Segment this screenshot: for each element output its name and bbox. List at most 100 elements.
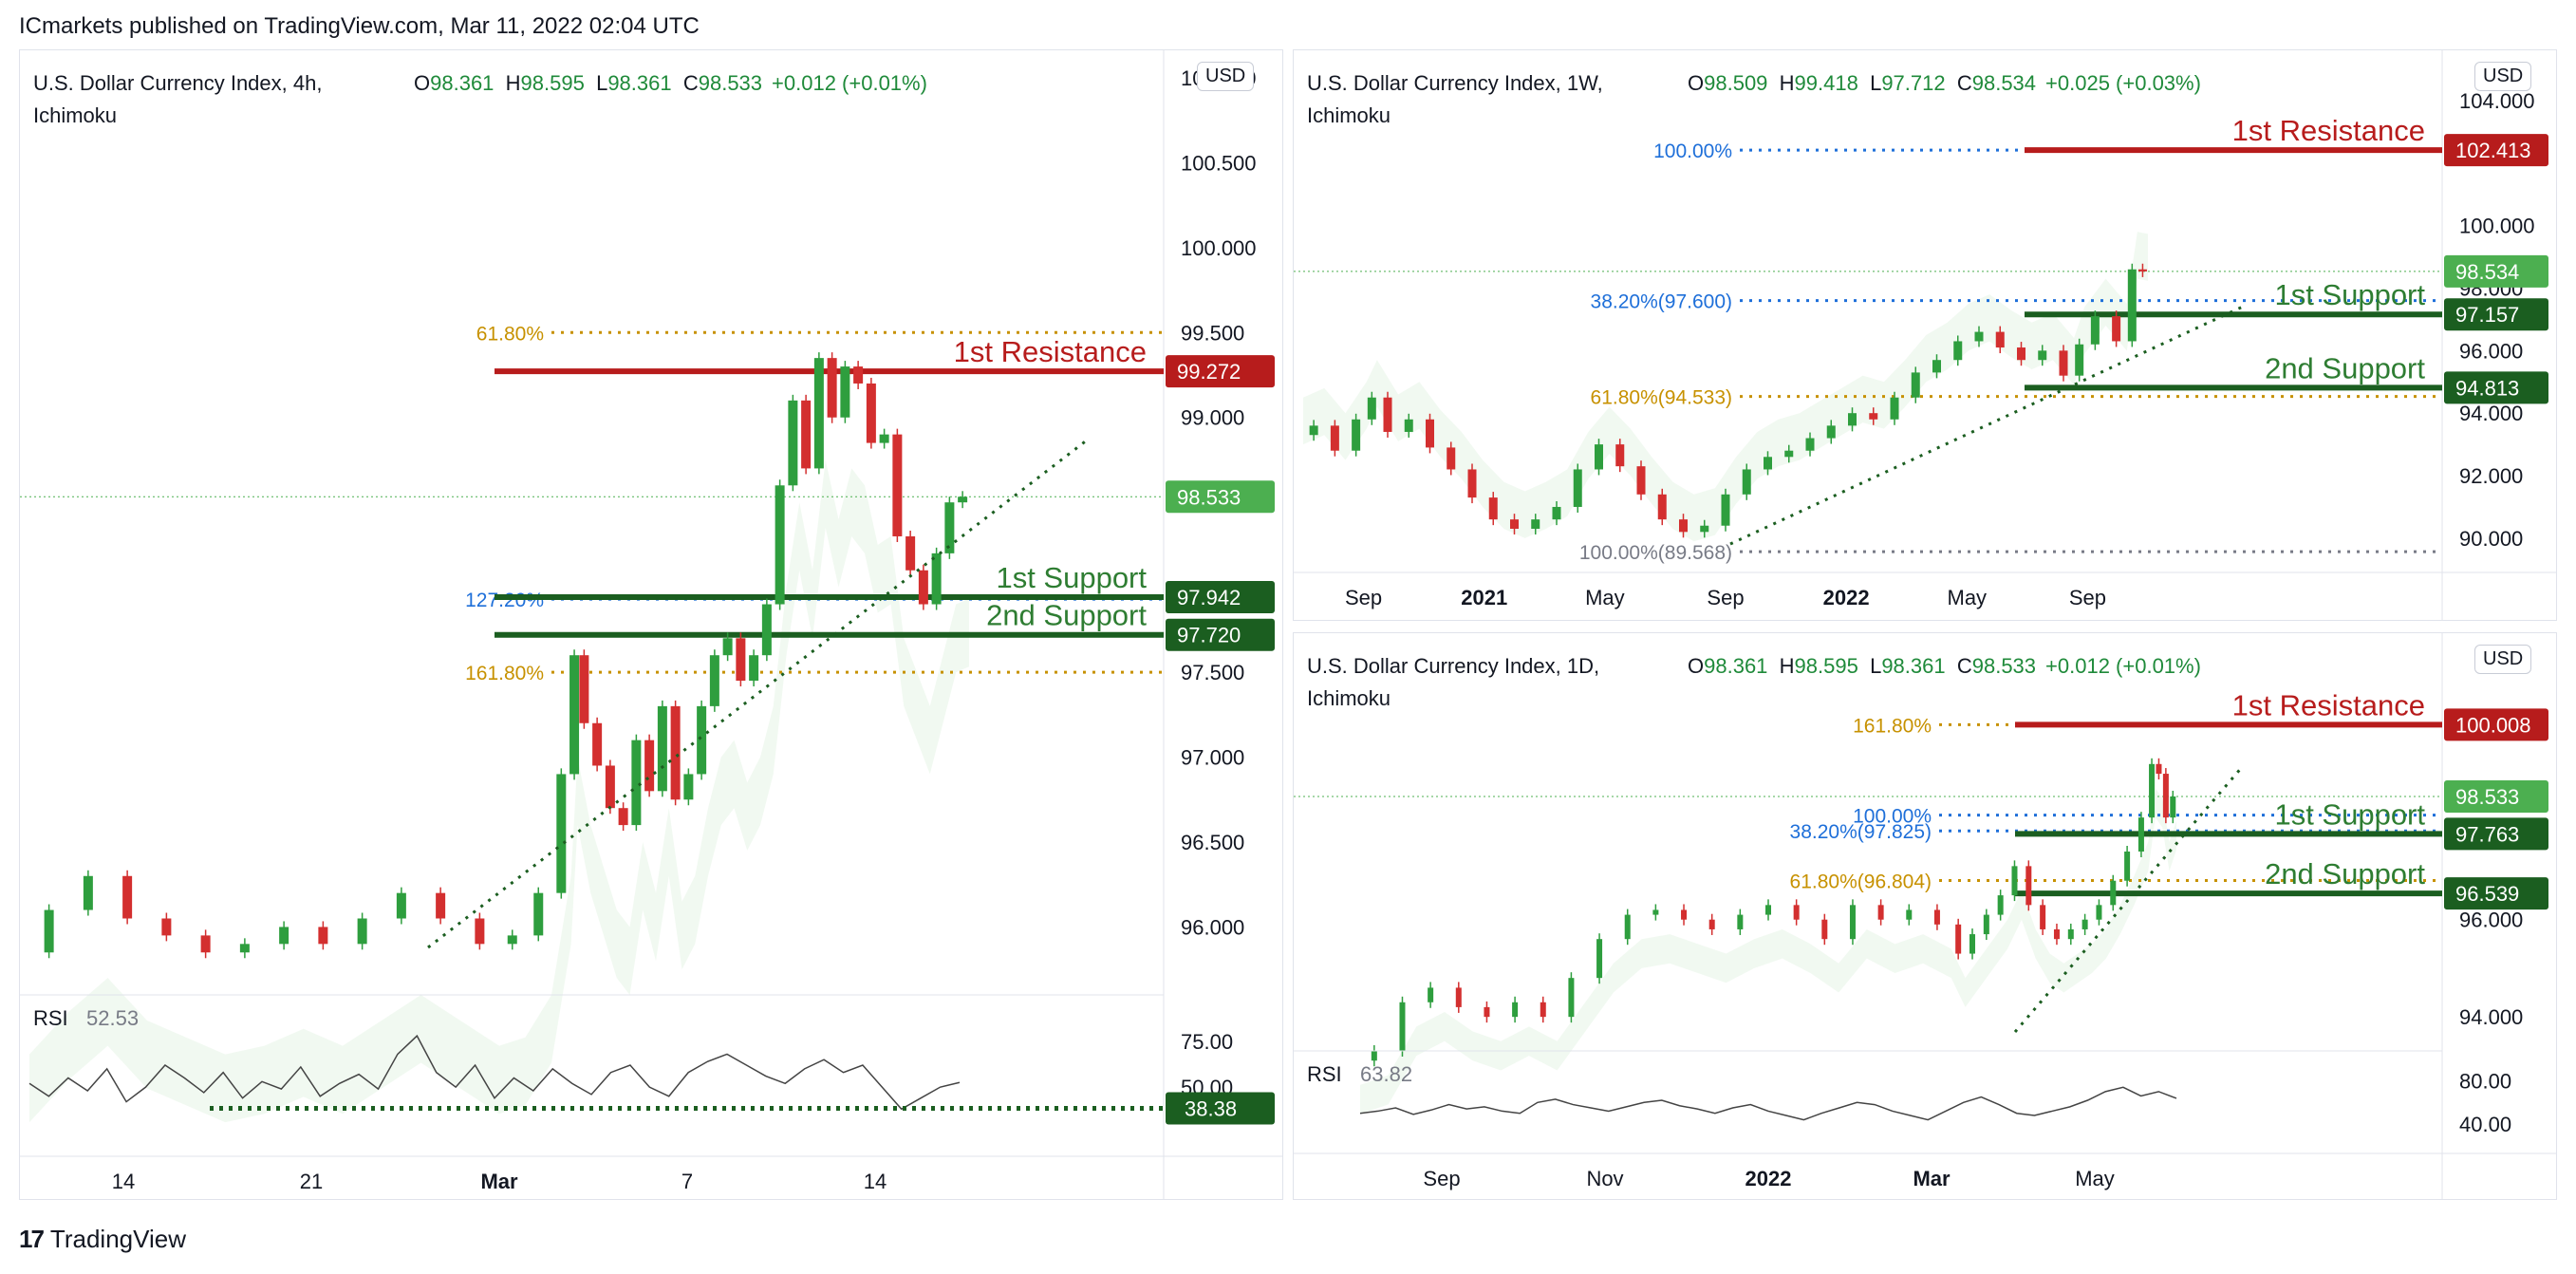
candle-body xyxy=(2011,866,2018,896)
trend-line xyxy=(427,438,1089,949)
candle-body xyxy=(2059,350,2068,376)
candle-body xyxy=(866,383,876,443)
candle-body xyxy=(2162,774,2169,818)
tradingview-logo-icon: 17 xyxy=(19,1225,45,1253)
fib-level-label: 38.20%(97.600) xyxy=(1591,291,1732,313)
rsi-value: 63.82 xyxy=(1360,1062,1412,1086)
candle-body xyxy=(533,892,544,936)
candle-body xyxy=(722,638,733,656)
candle-body xyxy=(1974,331,1984,342)
candle-body xyxy=(1983,914,1989,935)
candle-body xyxy=(2110,880,2117,906)
price-tick-label: 96.000 xyxy=(1181,915,1244,939)
fib-level-label: 161.80% xyxy=(1853,715,1932,737)
chart-panel-4h[interactable]: 101.000100.500100.00099.50099.00097.5009… xyxy=(19,49,1283,1200)
ichimoku-cloud xyxy=(1303,232,2148,542)
candle-body xyxy=(1821,919,1828,940)
time-tick-label: Sep xyxy=(1423,1167,1460,1190)
candle-body xyxy=(1955,924,1962,954)
candle-body xyxy=(1371,1051,1377,1061)
ichimoku-cloud xyxy=(29,459,969,1123)
candle-body xyxy=(2053,928,2060,940)
candle-body xyxy=(1764,457,1772,470)
fib-level-label: 127.20% xyxy=(465,590,544,611)
time-tick-label: 2022 xyxy=(1823,586,1870,609)
chart-canvas-1w[interactable]: 104.000100.00098.00096.00094.00092.00090… xyxy=(1294,50,2556,620)
candle-body xyxy=(200,935,211,953)
fib-level-label: 100.00%(89.568) xyxy=(1579,542,1732,564)
candle-body xyxy=(683,774,694,800)
candle-body xyxy=(2040,905,2046,929)
candle-body xyxy=(761,604,772,656)
candle-body xyxy=(396,892,406,919)
level-badge-label: 94.813 xyxy=(2455,376,2519,400)
candle-body xyxy=(2025,866,2032,906)
candle-body xyxy=(709,655,719,706)
candle-body xyxy=(1997,895,2004,915)
chart-panel-1d[interactable]: 100.00096.00094.000SepNov2022MarMay98.53… xyxy=(1293,632,2557,1200)
chart-canvas-1d[interactable]: 100.00096.00094.000SepNov2022MarMay98.53… xyxy=(1294,633,2556,1199)
level-badge xyxy=(1166,618,1275,651)
level-badge-label: 102.413 xyxy=(2455,139,2531,162)
candle-body xyxy=(788,400,798,486)
price-tick-label: 99.000 xyxy=(1181,406,1244,430)
level-label: 1st Support xyxy=(2274,278,2425,311)
level-label: 2nd Support xyxy=(2265,351,2425,384)
candle-body xyxy=(122,875,133,919)
candle-body xyxy=(161,918,172,936)
chart-panel-1w[interactable]: 104.000 100.000 98.000 96.000 94.000 92.000 90… xyxy=(1293,49,2557,621)
time-tick-label: Mar xyxy=(1913,1167,1951,1190)
time-tick-label: 14 xyxy=(864,1170,887,1193)
candle-body xyxy=(1721,494,1730,526)
currency-button-1w[interactable]: USD xyxy=(2474,62,2532,91)
time-tick-label: Sep xyxy=(1707,586,1744,609)
candle-body xyxy=(2096,905,2102,920)
ohlc-readout-1w: O98.509 H99.418 L97.712 C98.534 +0.025 (+… xyxy=(1688,71,2201,95)
candle-body xyxy=(1467,469,1477,498)
candle-body xyxy=(44,909,54,953)
level-label: 1st Support xyxy=(2274,797,2425,831)
candle-body xyxy=(475,918,485,945)
chart-canvas-4h[interactable]: 101.000100.500100.00099.50099.00097.5009… xyxy=(20,50,1282,1199)
currency-button-1d[interactable]: USD xyxy=(2474,645,2532,674)
candle-body xyxy=(1426,419,1434,448)
candle-body xyxy=(1849,905,1856,940)
currency-button-4h[interactable]: USD xyxy=(1197,62,1255,91)
candle-body xyxy=(2127,269,2137,342)
price-tick-label: 97.500 xyxy=(1181,661,1244,684)
level-label: 1st Resistance xyxy=(2232,114,2425,147)
price-tick-label: 100.500 xyxy=(1181,151,1257,175)
candle-body xyxy=(2038,350,2047,361)
candle-body xyxy=(1573,469,1582,507)
rsi-line xyxy=(1359,1086,2177,1121)
time-tick-label: Mar xyxy=(480,1170,518,1193)
time-tick-label: May xyxy=(1948,586,1988,609)
level-badge xyxy=(2444,708,2548,741)
candle-body xyxy=(1595,444,1603,470)
level-badge-label: 99.272 xyxy=(1177,360,1241,384)
chart-title-1d: U.S. Dollar Currency Index, 1D, Ichimoku xyxy=(1307,654,1600,710)
candle-body xyxy=(1531,519,1540,530)
candle-body xyxy=(1793,905,1800,920)
fib-level-label: 100.00% xyxy=(1653,141,1732,162)
candle-body xyxy=(436,892,446,919)
time-tick-label: 7 xyxy=(681,1170,693,1193)
rsi-label: RSI xyxy=(33,1006,68,1030)
candle-body xyxy=(775,485,785,605)
candle-body xyxy=(1540,1002,1546,1018)
candle-body xyxy=(697,705,707,775)
candle-body xyxy=(736,638,746,682)
candle-body xyxy=(2170,796,2176,818)
candle-body xyxy=(1679,519,1688,533)
candle-body xyxy=(2124,852,2131,881)
tradingview-brand[interactable]: 17 TradingView xyxy=(19,1225,186,1254)
candle-body xyxy=(892,434,903,536)
level-badge xyxy=(2444,877,2548,910)
candle-body xyxy=(840,366,850,418)
candle-body xyxy=(879,434,889,443)
candle-body xyxy=(631,740,642,826)
level-label: 1st Resistance xyxy=(954,335,1147,368)
price-tick-label: 104.000 xyxy=(2459,89,2535,113)
candle-body xyxy=(1447,447,1456,470)
candle-body xyxy=(2156,763,2162,775)
